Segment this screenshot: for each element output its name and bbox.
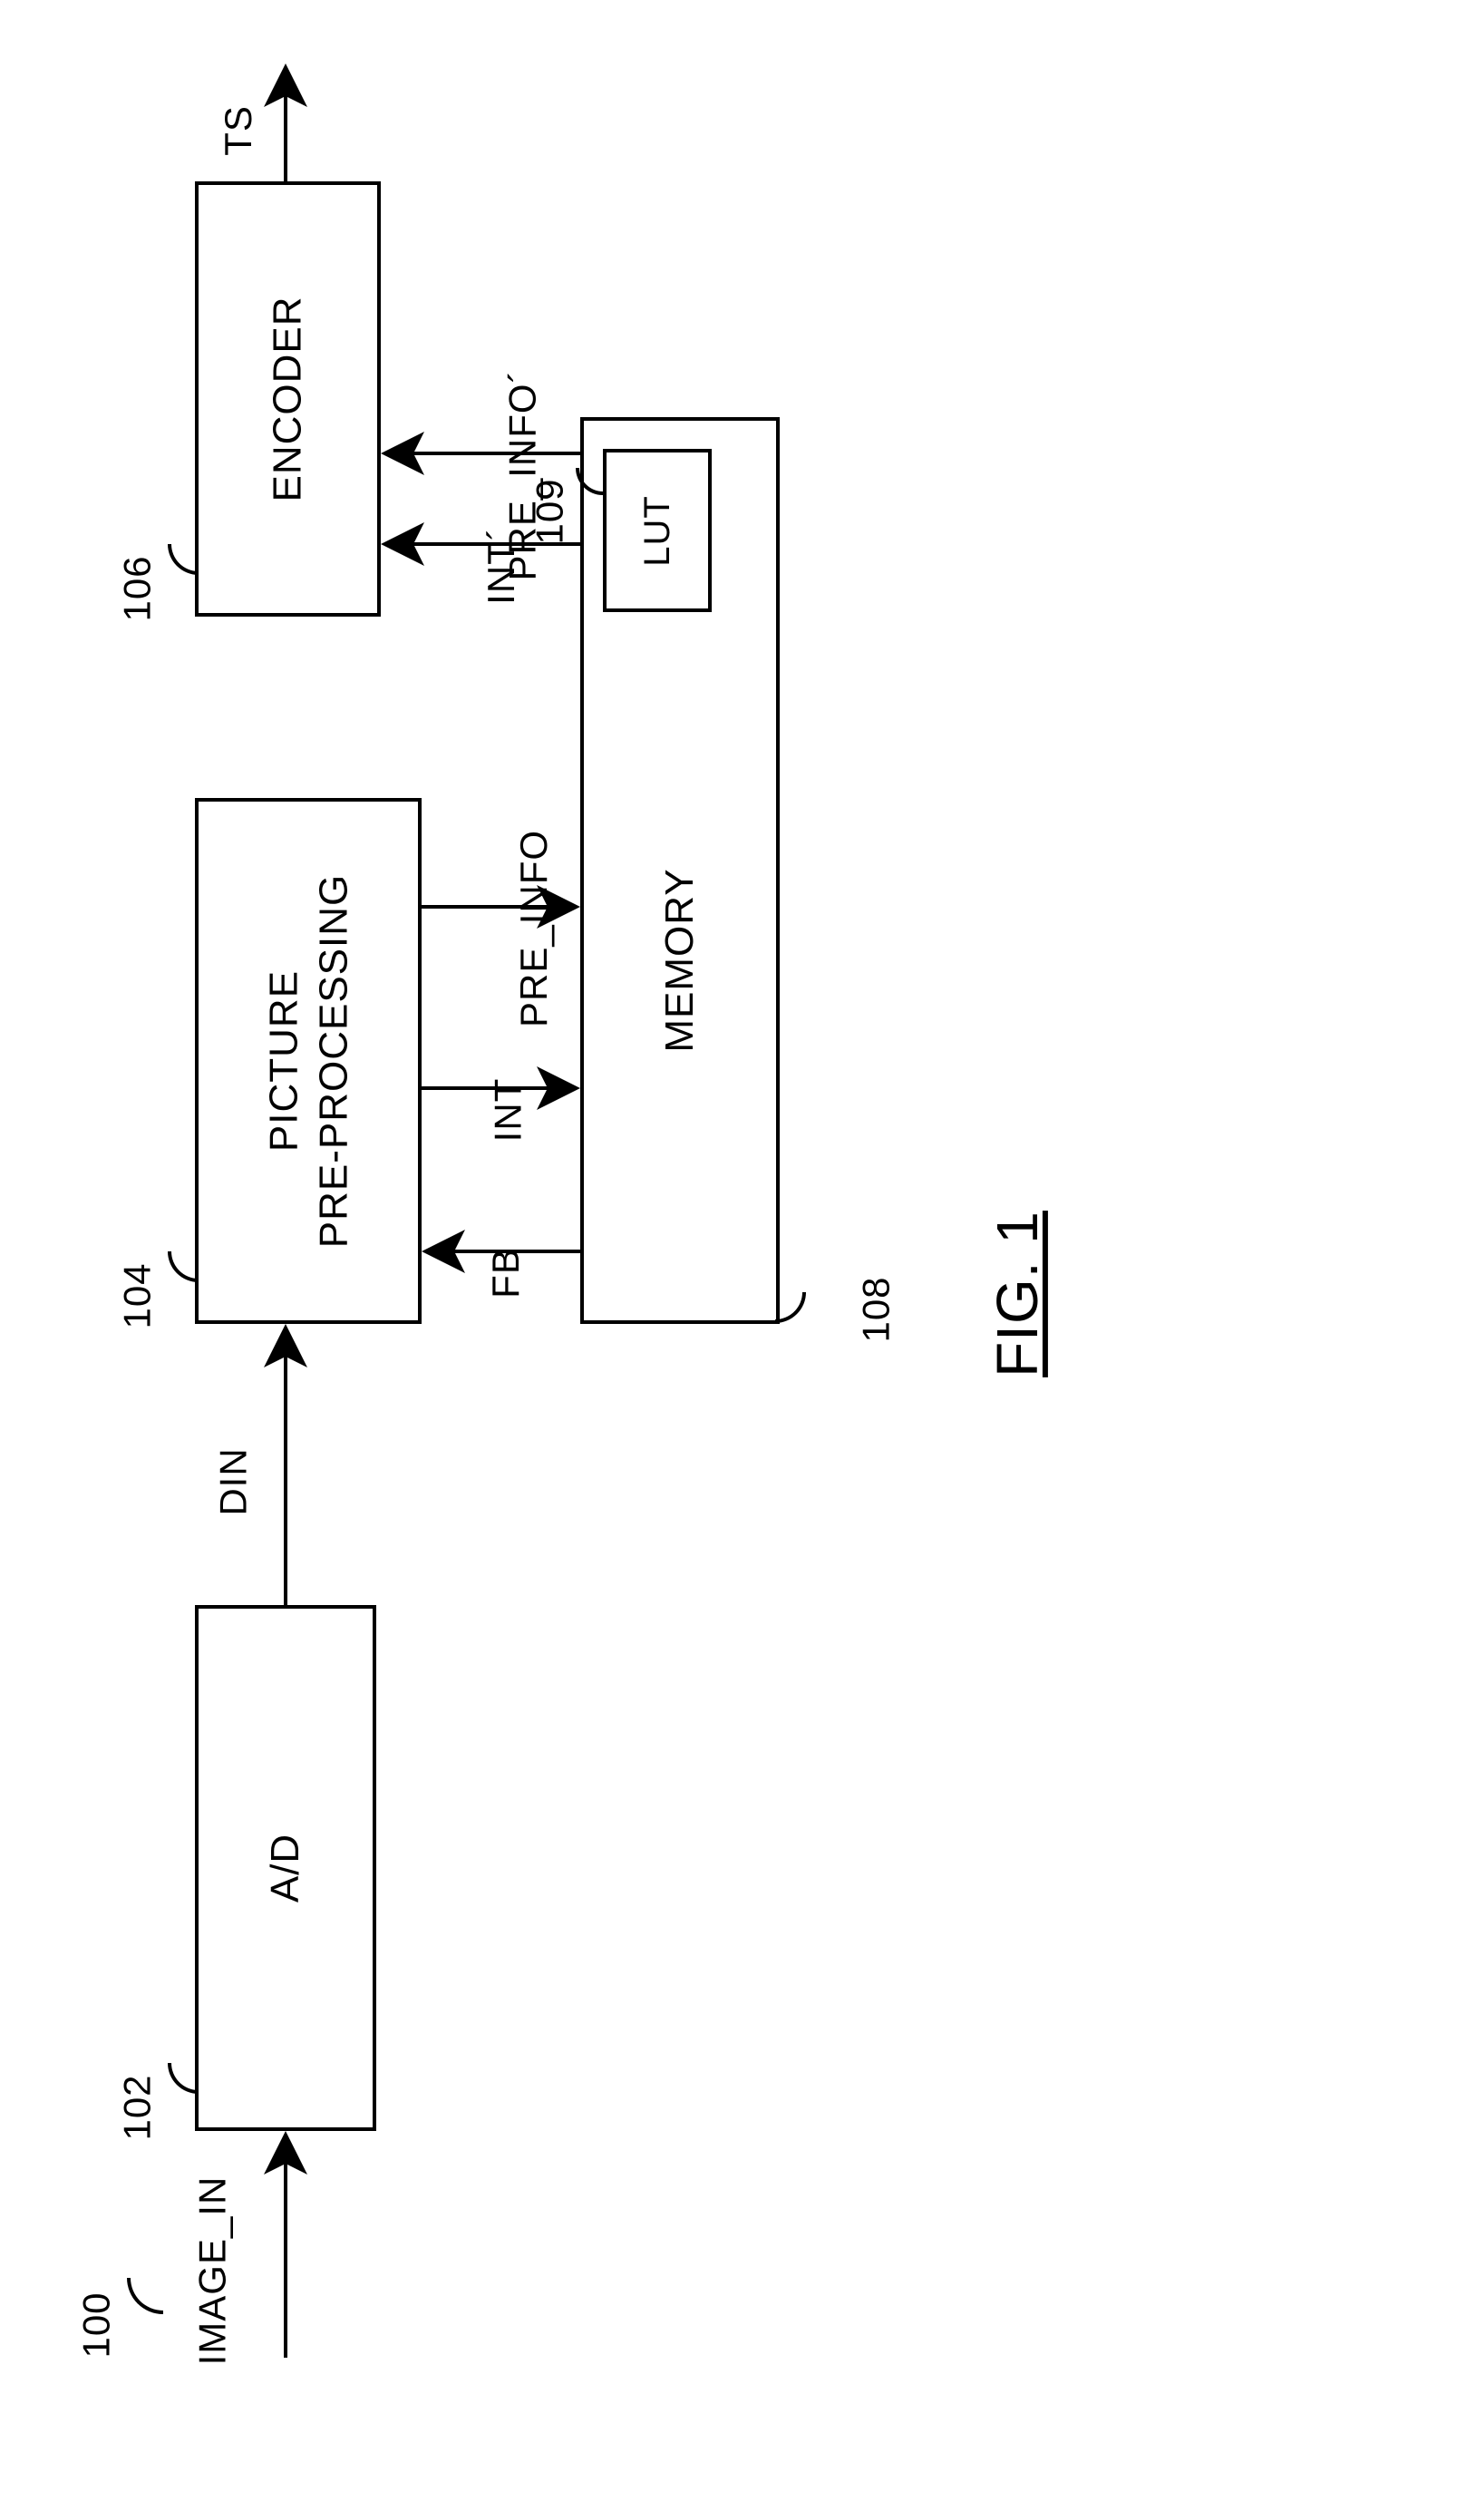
label-int: INT: [486, 1078, 529, 1143]
label-din: DIN: [212, 1447, 256, 1515]
figure-caption: FIG. 1: [984, 1211, 1051, 1377]
figure-stage: A/D PICTURE PRE-PROCESSING ENCODER MEMOR…: [0, 0, 1466, 2520]
label-pre-info: PRE_INFO: [512, 830, 556, 1027]
label-fb: FB: [484, 1248, 528, 1299]
arrows-layer: [0, 0, 1466, 2520]
label-pre-info-p: PRE_INFO´: [501, 369, 545, 580]
label-ts: TS: [217, 105, 260, 156]
label-image-in: IMAGE_IN: [190, 2176, 234, 2366]
